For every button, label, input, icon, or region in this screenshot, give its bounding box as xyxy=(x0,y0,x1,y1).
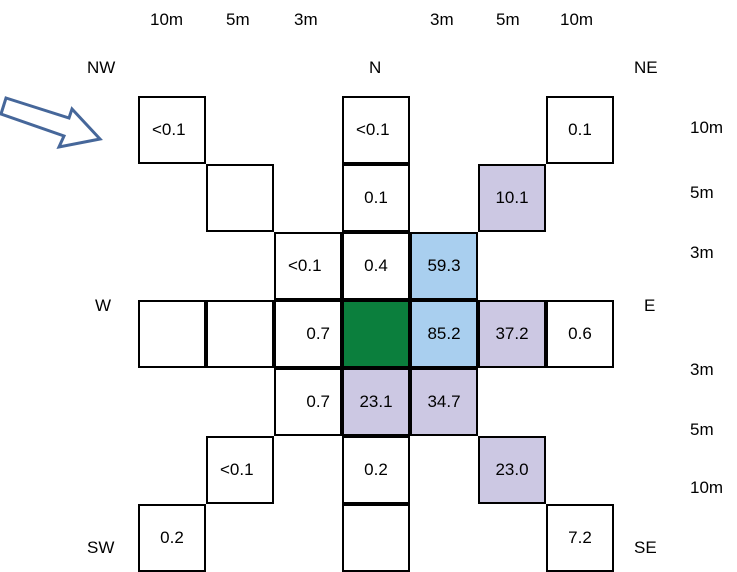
grid-cell: 85.2 xyxy=(410,300,478,368)
top-label-w10: 10m xyxy=(150,10,184,29)
grid-cell: <0.1 xyxy=(206,436,274,504)
grid-cell: 0.1 xyxy=(342,164,410,232)
direction-nw: NW xyxy=(87,58,116,77)
grid-cell: 7.2 xyxy=(546,504,614,572)
grid-cell: 0.7 xyxy=(274,300,342,368)
grid-cell xyxy=(138,300,206,368)
wind-direction-arrow-icon xyxy=(0,96,103,150)
grid-cell: 0.2 xyxy=(342,436,410,504)
grid-cell: 10.1 xyxy=(478,164,546,232)
grid-cell: 34.7 xyxy=(410,368,478,436)
grid-cell xyxy=(206,300,274,368)
top-label-e10: 10m xyxy=(560,10,594,29)
grid-cell: 23.0 xyxy=(478,436,546,504)
direction-sw: SW xyxy=(87,538,115,557)
right-label-n5: 5m xyxy=(690,183,714,202)
direction-ne: NE xyxy=(634,58,658,77)
direction-n: N xyxy=(369,58,382,77)
direction-e: E xyxy=(644,296,656,315)
grid-cell: 37.2 xyxy=(478,300,546,368)
grid-cell xyxy=(342,504,410,572)
top-label-e3: 3m xyxy=(430,10,454,29)
right-label-s10: 10m xyxy=(690,478,724,497)
grid-cell: 59.3 xyxy=(410,232,478,300)
grid-cell xyxy=(206,164,274,232)
grid-cell: <0.1 xyxy=(138,96,206,164)
grid-cell: <0.1 xyxy=(342,96,410,164)
grid-cell: 0.4 xyxy=(342,232,410,300)
grid-cell: 0.1 xyxy=(546,96,614,164)
grid-cell: 0.6 xyxy=(546,300,614,368)
grid-cell: 0.2 xyxy=(138,504,206,572)
right-label-n10: 10m xyxy=(690,118,724,137)
source-cell xyxy=(342,300,410,368)
right-label-s5: 5m xyxy=(690,420,714,439)
right-label-n3: 3m xyxy=(690,243,714,262)
direction-se: SE xyxy=(634,538,657,557)
direction-w: W xyxy=(95,296,112,315)
grid-cell: 0.7 xyxy=(274,368,342,436)
right-label-s3: 3m xyxy=(690,360,714,379)
grid-cell: <0.1 xyxy=(274,232,342,300)
grid-cell: 23.1 xyxy=(342,368,410,436)
top-label-e5: 5m xyxy=(496,10,520,29)
top-label-w5: 5m xyxy=(226,10,250,29)
top-label-w3: 3m xyxy=(294,10,318,29)
